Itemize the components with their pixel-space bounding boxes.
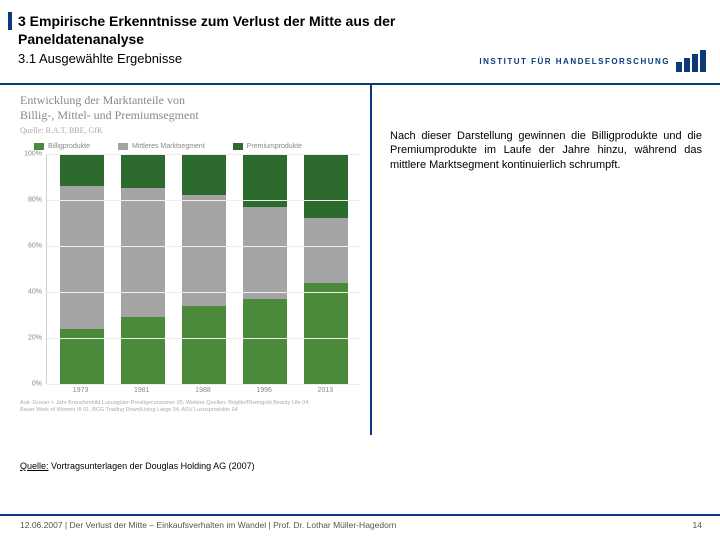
- chart-panel: Entwicklung der Marktanteile vonBillig-,…: [0, 85, 370, 455]
- legend-label: Billigprodukte: [48, 143, 90, 150]
- bar-column: [60, 154, 104, 384]
- bar-segment-premium: [60, 154, 104, 186]
- bar-segment-mittel: [121, 188, 165, 317]
- chart-plot: 100%80%60%40%20%0%: [20, 154, 360, 384]
- bar-segment-mittel: [304, 218, 348, 282]
- page-number: 14: [693, 520, 702, 530]
- bar-segment-mittel: [243, 207, 287, 299]
- x-label: 1973: [59, 387, 103, 394]
- bar-segment-premium: [121, 154, 165, 189]
- legend-item: Mittleres Marktsegment: [118, 143, 205, 150]
- bar-segment-billig: [304, 283, 348, 384]
- y-axis: 100%80%60%40%20%0%: [20, 154, 46, 384]
- x-label: 1988: [181, 387, 225, 394]
- bar-container: [47, 154, 360, 384]
- institute-logo: INSTITUT FÜR HANDELSFORSCHUNG: [479, 50, 706, 72]
- x-label: 1981: [120, 387, 164, 394]
- legend-label: Premiumprodukte: [247, 143, 302, 150]
- y-tick: 20%: [28, 334, 42, 341]
- bar-segment-premium: [304, 154, 348, 218]
- x-label: 1996: [242, 387, 286, 394]
- bar-segment-mittel: [182, 195, 226, 305]
- bar-segment-premium: [182, 154, 226, 195]
- grid-line: [47, 246, 360, 247]
- y-tick: 80%: [28, 196, 42, 203]
- grid-line: [47, 200, 360, 201]
- y-tick: 100%: [24, 150, 42, 157]
- text-panel: Nach dieser Darstellung gewinnen die Bil…: [372, 85, 720, 455]
- source-text: Vortragsunterlagen der Douglas Holding A…: [49, 461, 255, 471]
- footer-left: 12.06.2007 | Der Verlust der Mitte – Ein…: [20, 520, 396, 530]
- footer-rule: [0, 514, 720, 516]
- source-label: Quelle:: [20, 461, 49, 471]
- legend-swatch: [233, 143, 243, 150]
- bar-column: [182, 154, 226, 384]
- bar-column: [121, 154, 165, 384]
- chart-footnote: Aok: Gruner + Jahr Branchenbild Luxusgüt…: [20, 400, 360, 414]
- bar-segment-billig: [182, 306, 226, 384]
- source-caption: Quelle: Vortragsunterlagen der Douglas H…: [0, 455, 720, 471]
- title-line-1: 3 Empirische Erkenntnisse zum Verlust de…: [8, 12, 702, 30]
- bar-segment-billig: [121, 317, 165, 384]
- bar-segment-premium: [243, 154, 287, 207]
- grid-line: [47, 292, 360, 293]
- title-line-2: Paneldatenanalyse: [18, 30, 702, 48]
- bars-area: [46, 154, 360, 384]
- y-tick: 0%: [32, 380, 42, 387]
- logo-bars-icon: [676, 50, 706, 72]
- bar-segment-billig: [243, 299, 287, 384]
- y-tick: 40%: [28, 288, 42, 295]
- legend-item: Billigprodukte: [34, 143, 90, 150]
- x-label: 2013: [303, 387, 347, 394]
- chart-source-line: Quelle: B.A.T, BBE, GfK: [20, 126, 360, 135]
- grid-line: [47, 338, 360, 339]
- grid-line: [47, 384, 360, 385]
- content-area: Entwicklung der Marktanteile vonBillig-,…: [0, 85, 720, 455]
- description-text: Nach dieser Darstellung gewinnen die Bil…: [390, 129, 702, 174]
- chart-legend: Billigprodukte Mittleres Marktsegment Prem…: [34, 143, 360, 150]
- legend-label: Mittleres Marktsegment: [132, 143, 205, 150]
- grid-line: [47, 154, 360, 155]
- bar-segment-mittel: [60, 186, 104, 329]
- chart-title: Entwicklung der Marktanteile vonBillig-,…: [20, 93, 360, 124]
- legend-swatch: [34, 143, 44, 150]
- y-tick: 60%: [28, 242, 42, 249]
- slide-footer: 12.06.2007 | Der Verlust der Mitte – Ein…: [0, 520, 720, 530]
- bar-column: [304, 154, 348, 384]
- x-axis: 1973 1981 1988 1996 2013: [46, 384, 360, 394]
- bar-column: [243, 154, 287, 384]
- legend-swatch: [118, 143, 128, 150]
- logo-text: INSTITUT FÜR HANDELSFORSCHUNG: [479, 57, 670, 66]
- legend-item: Premiumprodukte: [233, 143, 302, 150]
